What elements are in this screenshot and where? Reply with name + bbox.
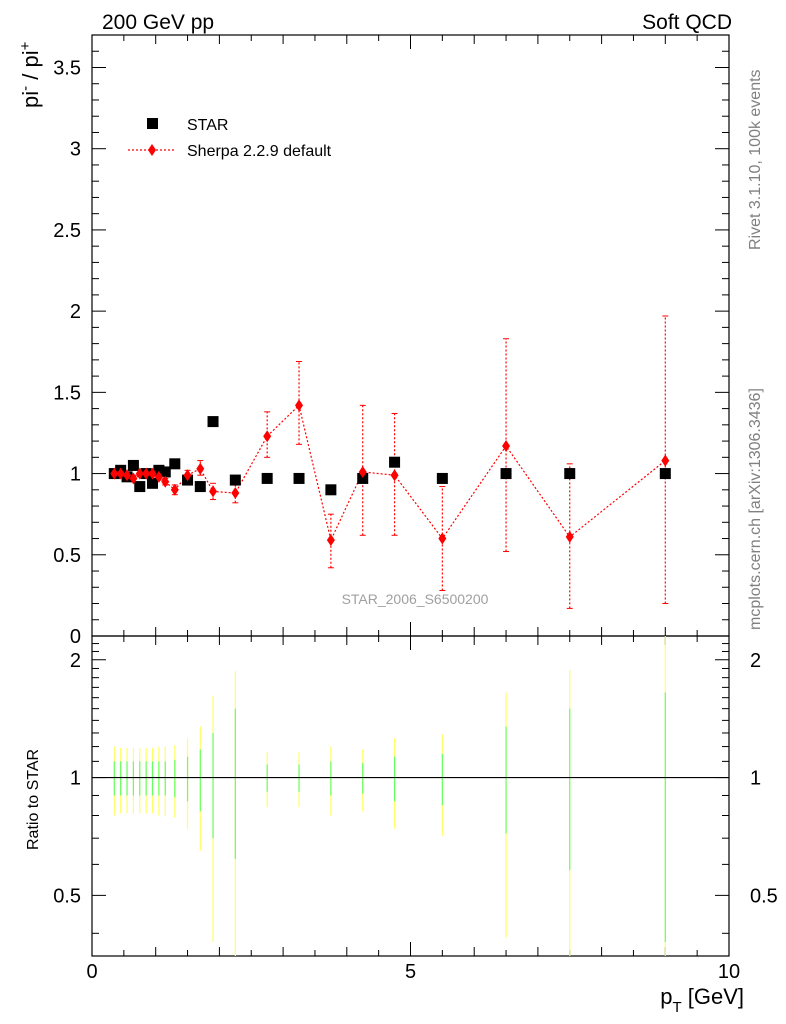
star-point	[325, 484, 337, 496]
legend-label-star: STAR	[187, 117, 228, 134]
sherpa-point	[438, 532, 447, 545]
sherpa-point	[209, 485, 218, 498]
sherpa-point	[358, 465, 367, 478]
header-left: 200 GeV pp	[102, 11, 214, 34]
sherpa-point	[661, 454, 670, 467]
star-point	[564, 468, 576, 480]
star-point	[357, 472, 369, 484]
x-tick-label: 10	[718, 961, 740, 983]
star-point	[261, 472, 273, 484]
sherpa-point	[110, 467, 119, 480]
ratio-y-tick-label: 0.5	[53, 885, 81, 907]
star-point	[147, 477, 159, 489]
y-tick-label: 1.5	[53, 382, 81, 404]
watermark: STAR_2006_S6500200	[342, 591, 489, 607]
header-right: Soft QCD	[642, 11, 732, 34]
sherpa-point	[196, 462, 205, 475]
ratio-y-tick-label-right: 2	[750, 650, 761, 672]
ratio-y-tick-label-right: 1	[750, 768, 761, 790]
star-point	[659, 468, 671, 480]
sherpa-point	[116, 467, 125, 480]
sherpa-line	[114, 404, 666, 542]
ratio-frame	[91, 635, 730, 957]
sherpa-point	[170, 483, 179, 496]
legend-diamond-marker	[148, 144, 156, 156]
ratio-y-tick-label-right: 0.5	[750, 885, 778, 907]
main-y-axis-label: pi- / pi+	[17, 41, 43, 108]
star-point	[207, 416, 219, 428]
star-point	[159, 466, 171, 478]
y-tick-label: 0	[70, 626, 81, 648]
sherpa-point	[123, 469, 132, 482]
y-tick-label: 3.5	[53, 57, 81, 79]
main-panel: 0 0.5 1 1.5 2 2.5 3 3.5	[53, 34, 730, 956]
sherpa-point	[183, 469, 192, 482]
sherpa-point	[502, 439, 511, 452]
star-point	[127, 459, 139, 471]
sherpa-point	[148, 467, 157, 480]
y-tick-label: 3	[70, 139, 81, 161]
y-tick-label: 2.5	[53, 220, 81, 242]
sherpa-point	[565, 530, 574, 543]
sherpa-point	[326, 534, 335, 547]
y-tick-label: 0.5	[53, 545, 81, 567]
sherpa-point	[129, 472, 138, 485]
star-point	[500, 468, 512, 480]
sherpa-point	[263, 430, 272, 443]
sherpa-point	[161, 475, 170, 488]
star-point	[436, 472, 448, 484]
star-point	[229, 474, 241, 486]
star-point	[169, 458, 181, 470]
sherpa-point	[142, 467, 151, 480]
legend-label-sherpa: Sherpa 2.2.9 default	[187, 143, 332, 160]
sherpa-point	[135, 467, 144, 480]
sherpa-point	[390, 469, 399, 482]
side-text-top: Rivet 3.1.10, 100k events	[747, 69, 764, 250]
star-point	[153, 464, 165, 476]
sherpa-point	[231, 487, 240, 500]
y-tick-label: 2	[70, 301, 81, 323]
star-point	[134, 481, 146, 493]
ratio-y-tick-label: 1	[70, 768, 81, 790]
sherpa-point	[295, 399, 304, 412]
sherpa-point	[154, 470, 163, 483]
y-tick-label: 1	[70, 464, 81, 486]
star-point	[194, 481, 206, 493]
star-point	[293, 472, 305, 484]
legend-square-marker	[147, 118, 158, 129]
ratio-panel: 0 5 10 0.5 0.5 1 1 2 2	[53, 635, 778, 983]
side-text-bottom: mcplots.cern.ch [arXiv:1306.3436]	[747, 388, 764, 630]
ratio-y-tick-label: 2	[70, 650, 81, 672]
x-tick-label: 5	[405, 961, 416, 983]
ratio-y-axis-label: Ratio to STAR	[25, 749, 42, 850]
star-point	[389, 456, 401, 468]
legend: STAR Sherpa 2.2.9 default	[128, 117, 332, 160]
x-tick-label: 0	[86, 961, 97, 983]
x-axis-label: pT [GeV]	[660, 984, 744, 1016]
